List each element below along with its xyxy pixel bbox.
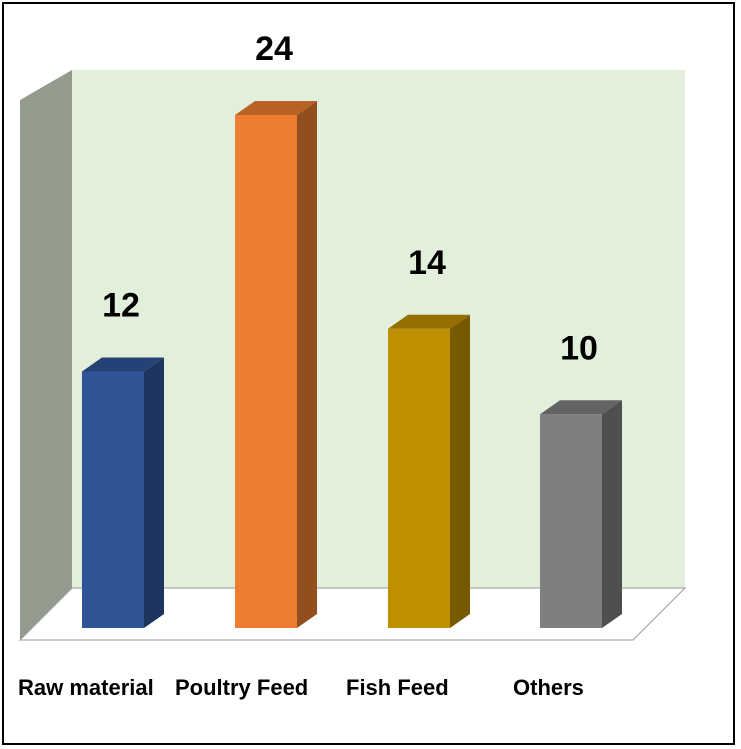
bar-poultry-feed bbox=[235, 101, 317, 628]
category-label-3: Fish Feed bbox=[346, 675, 449, 700]
bar-series bbox=[82, 101, 622, 628]
bar-others bbox=[540, 400, 622, 628]
category-labels: Raw material Poultry Feed Fish Feed Others bbox=[18, 675, 584, 700]
data-label-4: 10 bbox=[560, 329, 598, 367]
category-label-2: Poultry Feed bbox=[175, 675, 308, 700]
category-label-4: Others bbox=[513, 675, 584, 700]
data-label-1: 12 bbox=[102, 287, 140, 325]
chart-walls bbox=[18, 70, 687, 641]
category-label-1: Raw material bbox=[18, 675, 154, 700]
side-wall bbox=[20, 70, 72, 640]
bar-fish-feed bbox=[388, 314, 470, 628]
bar-raw-material bbox=[82, 357, 164, 628]
data-labels: 12 24 14 10 bbox=[102, 30, 598, 367]
chart-floor bbox=[18, 587, 687, 641]
data-label-2: 24 bbox=[255, 30, 293, 68]
data-label-3: 14 bbox=[408, 244, 446, 282]
